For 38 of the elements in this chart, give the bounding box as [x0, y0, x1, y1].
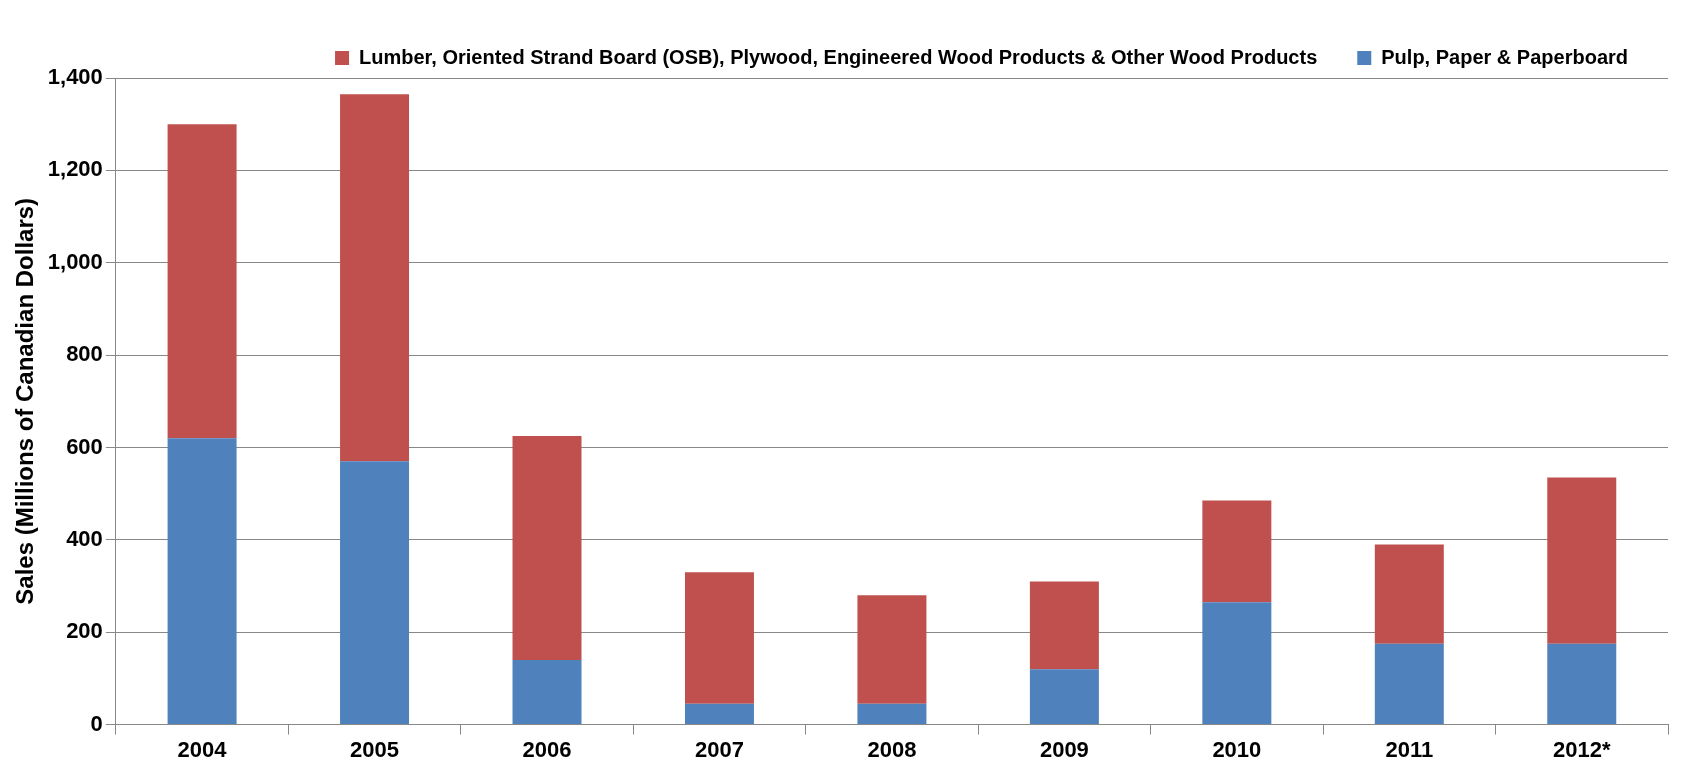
- bar: [340, 94, 410, 462]
- x-tick-label: 2012*: [1553, 736, 1611, 762]
- x-tick-label: 2007: [694, 736, 744, 762]
- x-tick-label: 2010: [1212, 736, 1262, 762]
- bar: [1029, 669, 1099, 725]
- x-tick-label: 2009: [1039, 736, 1089, 762]
- bar: [1374, 643, 1444, 725]
- bar: [340, 461, 410, 725]
- bar: [512, 435, 582, 660]
- bar: [684, 572, 754, 704]
- x-tick-label: 2011: [1385, 736, 1434, 762]
- y-tick-label: 600: [66, 433, 103, 459]
- y-tick-label: 1,200: [47, 156, 103, 182]
- bar: [167, 438, 237, 725]
- legend-label: Lumber, Oriented Strand Board (OSB), Plywood, Engineered Wood Products & Other Wood Products: [359, 45, 1318, 68]
- y-axis-title: Sales (Millions of Canadian Dollars): [11, 197, 39, 605]
- y-tick-label: 800: [66, 341, 103, 367]
- bar: [1547, 643, 1617, 725]
- bar: [684, 703, 754, 725]
- y-tick-label: 200: [66, 618, 103, 644]
- x-tick-label: 2005: [350, 736, 400, 762]
- x-tick-label: 2006: [522, 736, 572, 762]
- x-tick-label: 2004: [177, 736, 228, 762]
- bar: [1547, 477, 1617, 644]
- bar: [512, 659, 582, 725]
- bar: [167, 124, 237, 439]
- y-tick-label: 1,400: [47, 64, 103, 90]
- y-tick-label: 0: [90, 710, 103, 736]
- y-tick-label: 1,000: [47, 248, 103, 274]
- bar: [857, 595, 927, 704]
- y-tick-label: 400: [66, 525, 103, 551]
- bar: [1202, 500, 1272, 603]
- x-tick-label: 2008: [867, 736, 917, 762]
- bar: [857, 703, 927, 725]
- bar: [1029, 581, 1099, 670]
- legend-label: Pulp, Paper & Paperboard: [1381, 45, 1629, 68]
- bar: [1202, 602, 1272, 725]
- bar: [1374, 544, 1444, 644]
